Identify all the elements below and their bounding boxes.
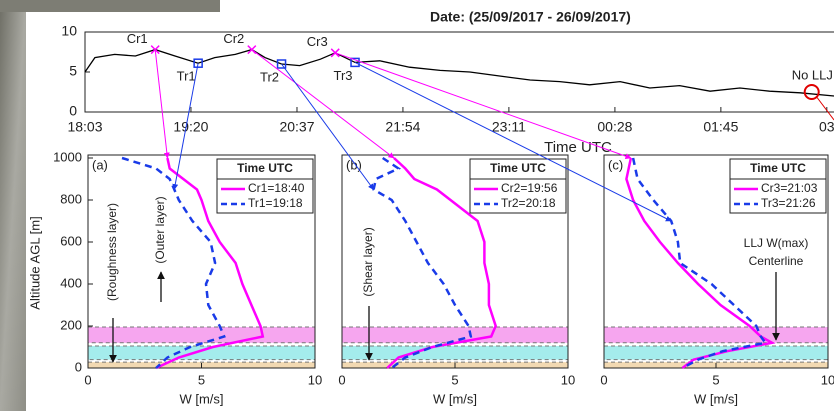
x-axis-label: W [m/s] — [694, 391, 738, 406]
marker-label: Tr3 — [334, 68, 353, 83]
legend-title: Time UTC — [750, 161, 806, 175]
profile-line — [372, 156, 473, 369]
x-tick-label: 10 — [308, 372, 322, 387]
legend-label: Cr3=21:03 — [761, 181, 818, 195]
annotation: (Shear layer) — [361, 227, 375, 296]
profile-line — [631, 157, 768, 370]
marker-label: Cr1 — [127, 31, 148, 46]
marker-label: Tr1 — [177, 69, 196, 84]
x-tick-label: 5 — [712, 372, 719, 387]
x-tick-label: 10 — [561, 372, 575, 387]
x-tick-label: 0 — [84, 372, 91, 387]
layer-band — [603, 326, 829, 344]
marker-label: No LLJ — [792, 67, 833, 82]
x-tick-label: 5 — [451, 372, 458, 387]
layer-band — [87, 326, 316, 344]
x-tick-label: 20:37 — [279, 119, 314, 135]
y-tick-label: 800 — [60, 191, 82, 206]
marker — [247, 45, 257, 55]
legend-label: Cr1=18:40 — [248, 181, 305, 195]
profile-line — [386, 157, 498, 369]
marker — [803, 84, 820, 100]
x-tick-label: 18:03 — [67, 119, 102, 135]
legend-label: Tr1=19:18 — [248, 196, 303, 210]
x-axis-label: W [m/s] — [179, 391, 223, 406]
marker — [350, 57, 360, 68]
x-tick-label: 23:11 — [492, 119, 526, 135]
y-tick-label: 10 — [61, 23, 77, 39]
connector-arrow — [354, 61, 672, 222]
photo-strip — [0, 0, 26, 411]
connector-arrow — [335, 52, 632, 160]
legend-label: Tr2=20:18 — [501, 196, 556, 210]
marker-label: Cr3 — [307, 34, 328, 49]
annotation: Centerline — [749, 254, 804, 268]
y-tick-label: 200 — [60, 317, 82, 332]
profile-line — [155, 157, 265, 370]
profile-line — [121, 156, 226, 369]
y-tick-label: 0 — [69, 103, 77, 119]
x-tick-label: 10 — [821, 372, 834, 387]
connector-arrow — [251, 49, 395, 159]
photo-strip — [0, 0, 220, 12]
x-tick-label: 0 — [600, 372, 607, 387]
marker — [193, 58, 203, 68]
x-axis-label: Time UTC — [544, 139, 612, 156]
legend-title: Time UTC — [237, 161, 293, 175]
annotation: (Outer layer) — [153, 196, 167, 263]
legend-title: Time UTC — [490, 161, 546, 175]
y-tick-label: 600 — [60, 233, 82, 248]
x-tick-label: 01:45 — [703, 119, 738, 135]
marker-label: Tr2 — [260, 69, 279, 84]
marker — [276, 59, 287, 69]
line — [84, 48, 834, 97]
chart-title: Date: (25/09/2017 - 26/09/2017) — [430, 9, 631, 25]
panel-label: (a) — [92, 157, 108, 172]
x-tick-label: 19:20 — [173, 119, 208, 135]
legend-label: Cr2=19:56 — [501, 181, 558, 195]
annotation: (Roughness layer) — [105, 203, 119, 301]
marker-label: Cr2 — [223, 31, 244, 46]
y-tick-label: 0 — [75, 359, 82, 374]
layer-band — [341, 345, 569, 361]
x-tick-label: 21:54 — [385, 119, 420, 135]
legend-label: Tr3=21:26 — [761, 196, 816, 210]
annotation: LLJ W(max) — [744, 236, 809, 250]
marker — [330, 48, 340, 58]
y-tick-label: 5 — [69, 63, 77, 79]
panel-label: (c) — [608, 157, 623, 172]
y-tick-label: 1000 — [53, 149, 82, 164]
y-tick-label: 400 — [60, 275, 82, 290]
x-tick-label: 5 — [198, 372, 205, 387]
y-axis-label: Altitude AGL [m] — [27, 216, 42, 309]
x-tick-label: 03 — [819, 119, 834, 135]
x-tick-label: 0 — [338, 372, 345, 387]
connector-arrow — [172, 63, 199, 191]
x-axis-label: W [m/s] — [433, 391, 477, 406]
x-tick-label: 00:28 — [597, 119, 632, 135]
connector-arrow — [816, 96, 834, 121]
connector-arrow — [154, 49, 170, 159]
layer-band — [87, 345, 316, 361]
connector-arrow — [281, 63, 375, 190]
layer-band — [341, 326, 569, 344]
